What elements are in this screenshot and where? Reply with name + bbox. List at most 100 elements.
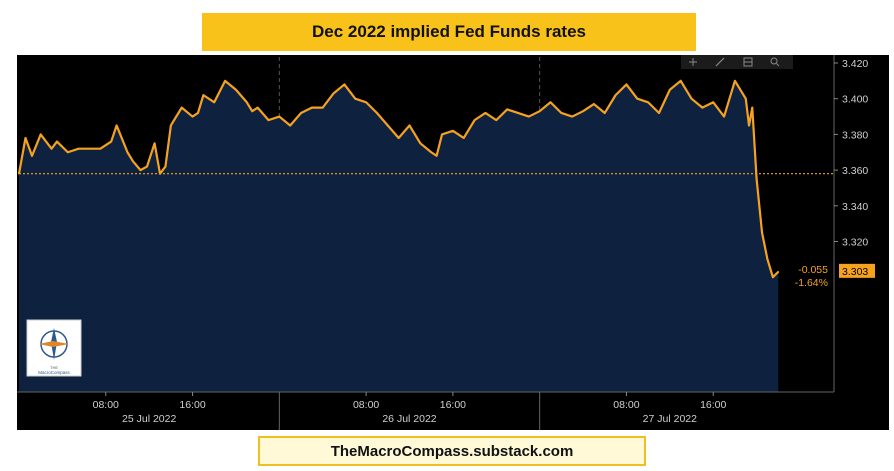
x-axis-panel — [17, 392, 834, 430]
data-point — [748, 124, 750, 127]
y-tick-label: 3.360 — [842, 165, 868, 177]
x-tick-label: 16:00 — [440, 399, 466, 411]
data-point — [110, 140, 113, 143]
x-tick-label: 08:00 — [93, 399, 119, 411]
data-point — [625, 83, 628, 86]
data-point — [224, 80, 226, 82]
footer-banner: TheMacroCompass.substack.com — [258, 436, 646, 466]
data-point — [593, 103, 595, 105]
data-point — [180, 106, 183, 109]
data-point — [679, 80, 682, 82]
data-point — [213, 101, 216, 104]
x-day-label: 27 Jul 2022 — [643, 413, 697, 425]
y-tick-label: 3.400 — [842, 94, 868, 106]
y-tick-label: 3.320 — [842, 237, 868, 249]
x-day-label: 26 Jul 2022 — [382, 413, 436, 425]
data-point — [462, 137, 465, 139]
data-point — [435, 155, 438, 157]
table-icon[interactable] — [743, 57, 753, 67]
data-point — [267, 119, 270, 121]
series-area-fill — [19, 80, 779, 392]
data-point — [24, 137, 27, 139]
data-point — [88, 147, 91, 150]
data-point — [132, 160, 134, 162]
data-point — [495, 119, 498, 121]
data-point — [751, 106, 754, 109]
draw-icon[interactable] — [715, 57, 725, 67]
last-value-badge — [839, 263, 875, 278]
data-point — [755, 178, 758, 180]
data-point — [441, 133, 443, 136]
data-point — [245, 101, 248, 104]
data-point — [164, 165, 167, 168]
x-tick-label: 08:00 — [353, 399, 379, 411]
data-point — [712, 101, 715, 104]
data-point — [484, 112, 487, 114]
data-point — [146, 165, 148, 168]
data-point — [701, 106, 704, 109]
data-point — [139, 169, 142, 171]
data-point — [99, 147, 102, 150]
data-point — [723, 115, 725, 118]
data-point — [430, 151, 432, 154]
x-tick-label: 08:00 — [613, 399, 639, 411]
data-point — [256, 106, 259, 109]
data-point — [452, 130, 454, 132]
data-point — [278, 115, 281, 118]
footer-link[interactable]: TheMacroCompass.substack.com — [330, 442, 574, 460]
x-day-label: 25 Jul 2022 — [122, 413, 176, 425]
data-point — [321, 106, 324, 109]
data-point — [744, 97, 747, 100]
chart-toolbar — [681, 55, 793, 69]
data-point — [191, 115, 194, 118]
line-chart[interactable]: 3.420 3.400 3.380 3.360 3.340 3.320 3.303 -0.05… — [17, 55, 889, 430]
chart-title-banner: Dec 2022 implied Fed Funds rates — [202, 13, 696, 51]
data-point — [289, 124, 291, 127]
data-point — [67, 151, 69, 154]
data-point — [251, 110, 254, 112]
data-point — [31, 155, 33, 157]
data-point — [387, 124, 389, 127]
data-point — [560, 112, 563, 114]
data-point — [197, 112, 199, 114]
data-point — [115, 124, 118, 127]
last-value-label: 3.303 — [842, 266, 868, 278]
svg-text:MacroCompass: MacroCompass — [38, 370, 70, 375]
data-point — [517, 112, 519, 114]
y-tick-label: 3.340 — [842, 201, 868, 213]
change-pct-label: -1.64% — [795, 277, 828, 289]
data-point — [549, 101, 552, 104]
data-point — [50, 147, 53, 150]
data-point — [311, 106, 313, 109]
change-abs-label: -0.055 — [798, 264, 828, 276]
data-point — [300, 112, 302, 114]
data-point — [126, 151, 129, 154]
data-point — [636, 97, 639, 100]
x-tick-label: 16:00 — [700, 399, 726, 411]
data-point — [153, 142, 156, 145]
data-point — [614, 94, 617, 96]
data-point — [419, 142, 422, 145]
data-point — [77, 147, 80, 150]
svg-text:THE: THE — [50, 365, 58, 370]
data-point — [343, 83, 346, 86]
data-point — [408, 124, 411, 127]
data-point — [397, 137, 400, 139]
data-point — [39, 133, 42, 136]
crosshair-icon[interactable] — [689, 58, 697, 66]
data-point — [603, 112, 606, 114]
data-point — [761, 231, 763, 234]
data-point — [332, 92, 335, 95]
zoom-icon[interactable] — [770, 57, 780, 67]
data-point — [528, 115, 530, 118]
data-point — [734, 80, 736, 82]
x-tick-label: 16:00 — [179, 399, 205, 411]
data-point — [772, 276, 774, 278]
data-point — [506, 108, 508, 111]
data-point — [56, 140, 58, 143]
data-point — [376, 112, 378, 114]
data-point — [658, 112, 660, 114]
data-point — [582, 110, 584, 112]
data-point — [538, 110, 541, 112]
data-point — [647, 101, 649, 104]
